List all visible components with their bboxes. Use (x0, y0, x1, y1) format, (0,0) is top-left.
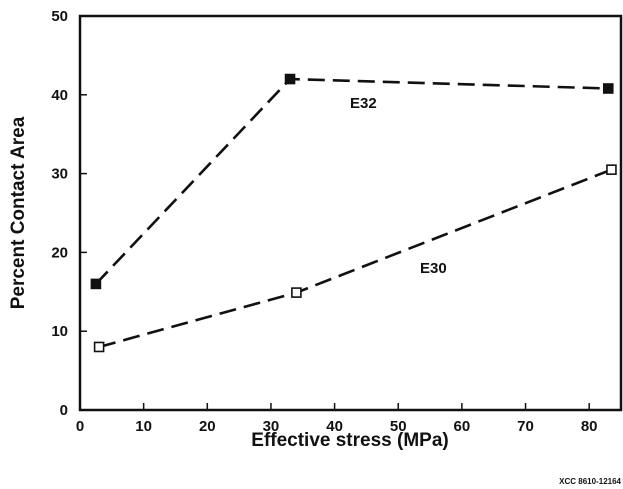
y-tick-label: 10 (51, 323, 68, 340)
data-point-e32 (602, 83, 614, 94)
x-tick-label: 10 (135, 418, 152, 435)
y-tick-label: 50 (51, 8, 68, 25)
series-layer (90, 73, 617, 353)
x-axis-ticks: 0 10 20 30 40 50 60 70 80 (76, 403, 598, 435)
y-tick-label: 0 (60, 402, 68, 419)
data-point-e30 (291, 287, 302, 298)
y-tick-label: 40 (51, 87, 68, 104)
x-axis-title: Effective stress (MPa) (251, 430, 448, 451)
series-line-e30 (98, 168, 612, 349)
x-tick-label: 50 (390, 418, 407, 435)
plot-frame (78, 14, 623, 412)
data-point-e32 (90, 278, 102, 290)
data-point-e32 (284, 73, 296, 85)
figure-footnote: XCC 8610-12164 (559, 477, 621, 486)
series-label-e30: E30 (420, 260, 447, 277)
y-tick-label: 20 (51, 244, 68, 261)
x-tick-label: 30 (263, 418, 280, 435)
x-tick-label: 80 (581, 418, 598, 435)
x-tick-label: 20 (199, 418, 216, 435)
y-tick-label: 30 (51, 166, 68, 183)
x-tick-label: 70 (517, 418, 534, 435)
x-tick-label: 60 (454, 418, 471, 435)
x-tick-label: 0 (76, 418, 84, 435)
series-label-e32: E32 (350, 95, 377, 112)
x-tick-label: 40 (326, 418, 343, 435)
y-axis-title: Percent Contact Area (8, 116, 29, 309)
data-point-e30 (606, 164, 617, 175)
data-point-e30 (93, 341, 105, 353)
y-axis-ticks: 0 10 20 30 40 50 (51, 8, 87, 419)
